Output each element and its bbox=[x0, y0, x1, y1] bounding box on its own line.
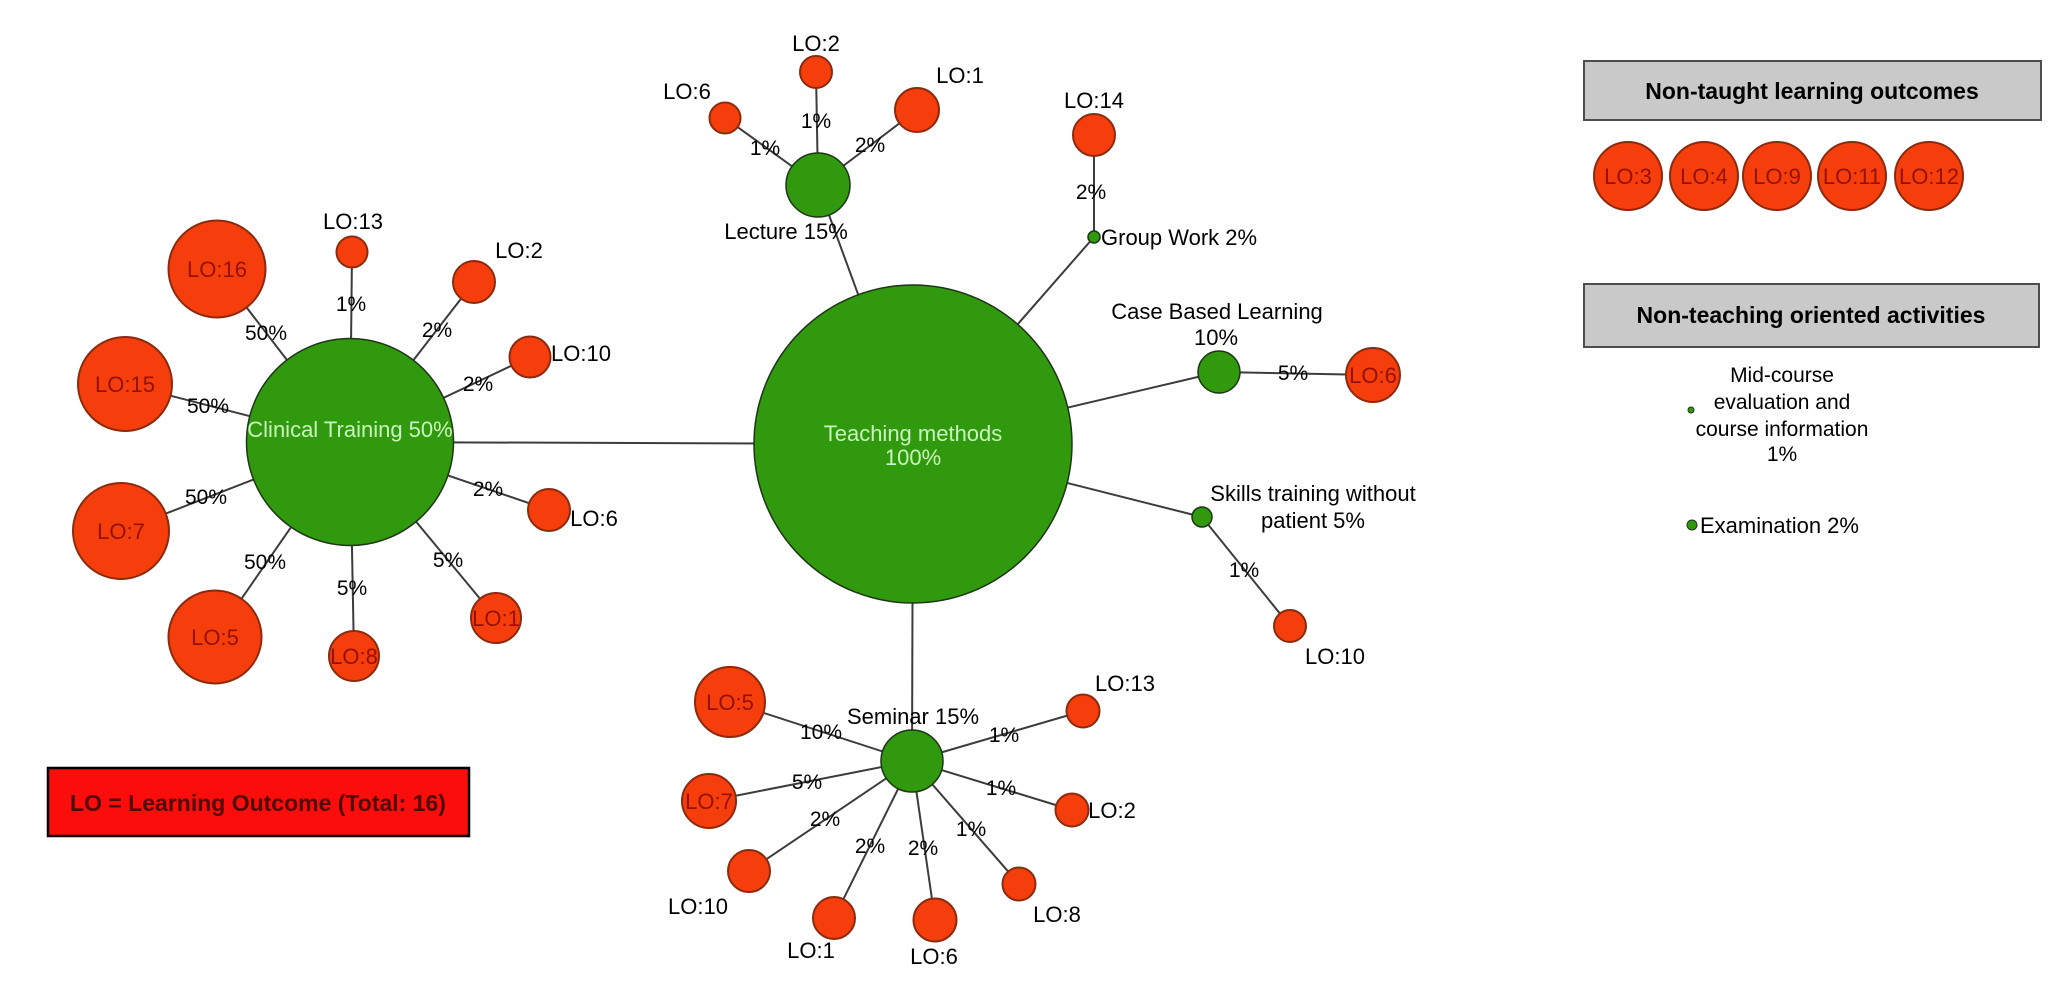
svg-text:1%: 1% bbox=[989, 724, 1019, 747]
svg-text:2%: 2% bbox=[422, 319, 452, 342]
svg-text:1%: 1% bbox=[1229, 559, 1259, 582]
svg-text:LO:6: LO:6 bbox=[1349, 363, 1397, 388]
svg-text:LO:5: LO:5 bbox=[706, 690, 754, 715]
svg-text:LO:2: LO:2 bbox=[495, 238, 543, 263]
svg-text:Examination 2%: Examination 2% bbox=[1700, 513, 1859, 538]
svg-text:1%: 1% bbox=[986, 777, 1016, 800]
svg-text:1%: 1% bbox=[750, 137, 780, 160]
svg-text:LO:2: LO:2 bbox=[1088, 798, 1136, 823]
svg-text:LO:6: LO:6 bbox=[663, 79, 711, 104]
svg-text:100%: 100% bbox=[885, 445, 941, 470]
svg-text:LO:13: LO:13 bbox=[1095, 671, 1155, 696]
svg-text:LO:5: LO:5 bbox=[191, 625, 239, 650]
svg-text:LO:1: LO:1 bbox=[787, 938, 835, 963]
svg-text:5%: 5% bbox=[1278, 362, 1308, 385]
svg-text:LO:8: LO:8 bbox=[330, 644, 378, 669]
svg-text:LO:6: LO:6 bbox=[910, 944, 958, 969]
svg-text:LO:9: LO:9 bbox=[1753, 164, 1801, 189]
svg-text:50%: 50% bbox=[244, 551, 286, 574]
svg-text:LO:1: LO:1 bbox=[936, 63, 984, 88]
svg-text:LO:11: LO:11 bbox=[1823, 164, 1881, 189]
svg-text:Clinical Training 50%: Clinical Training 50% bbox=[247, 417, 452, 442]
svg-text:LO:7: LO:7 bbox=[685, 789, 733, 814]
svg-text:Seminar 15%: Seminar 15% bbox=[847, 704, 979, 729]
svg-text:Skills training without: Skills training without bbox=[1210, 481, 1415, 506]
svg-text:LO:6: LO:6 bbox=[570, 506, 618, 531]
svg-text:1%: 1% bbox=[1767, 443, 1797, 466]
svg-text:Case Based Learning: Case Based Learning bbox=[1111, 299, 1323, 324]
svg-text:5%: 5% bbox=[792, 771, 822, 794]
svg-text:LO = Learning Outcome (Total:: LO = Learning Outcome (Total: 16) bbox=[70, 790, 446, 816]
svg-text:1%: 1% bbox=[956, 818, 986, 841]
svg-text:10%: 10% bbox=[1194, 325, 1238, 350]
svg-text:LO:13: LO:13 bbox=[323, 209, 383, 234]
svg-text:Teaching methods: Teaching methods bbox=[824, 421, 1003, 446]
svg-text:5%: 5% bbox=[433, 549, 463, 572]
svg-text:50%: 50% bbox=[185, 486, 227, 509]
svg-text:2%: 2% bbox=[908, 837, 938, 860]
svg-text:LO:12: LO:12 bbox=[1899, 164, 1959, 189]
svg-text:2%: 2% bbox=[1076, 181, 1106, 204]
svg-text:LO:14: LO:14 bbox=[1064, 88, 1124, 113]
svg-text:LO:10: LO:10 bbox=[668, 894, 728, 919]
svg-text:LO:10: LO:10 bbox=[1305, 644, 1365, 669]
svg-text:evaluation and: evaluation and bbox=[1714, 391, 1851, 414]
svg-text:Lecture 15%: Lecture 15% bbox=[724, 219, 848, 244]
svg-text:LO:4: LO:4 bbox=[1680, 164, 1728, 189]
svg-text:5%: 5% bbox=[337, 577, 367, 600]
svg-text:LO:7: LO:7 bbox=[97, 519, 145, 544]
svg-text:Group Work 2%: Group Work 2% bbox=[1101, 225, 1257, 250]
svg-text:2%: 2% bbox=[810, 808, 840, 831]
svg-text:LO:10: LO:10 bbox=[551, 341, 611, 366]
svg-text:LO:1: LO:1 bbox=[472, 606, 520, 631]
svg-text:course information: course information bbox=[1696, 418, 1869, 441]
svg-text:2%: 2% bbox=[855, 134, 885, 157]
svg-text:LO:15: LO:15 bbox=[95, 372, 155, 397]
svg-text:patient 5%: patient 5% bbox=[1261, 508, 1365, 533]
svg-text:50%: 50% bbox=[187, 395, 229, 418]
svg-text:2%: 2% bbox=[463, 373, 493, 396]
svg-text:Non-teaching oriented activiti: Non-teaching oriented activities bbox=[1637, 302, 1986, 328]
svg-text:Non-taught learning outcomes: Non-taught learning outcomes bbox=[1645, 78, 1979, 104]
svg-text:LO:2: LO:2 bbox=[792, 31, 840, 56]
svg-text:2%: 2% bbox=[855, 835, 885, 858]
svg-text:10%: 10% bbox=[800, 721, 842, 744]
svg-text:LO:16: LO:16 bbox=[187, 257, 247, 282]
svg-text:1%: 1% bbox=[336, 293, 366, 316]
svg-text:Mid-course: Mid-course bbox=[1730, 364, 1834, 387]
svg-text:1%: 1% bbox=[801, 110, 831, 133]
svg-text:LO:3: LO:3 bbox=[1604, 164, 1652, 189]
svg-text:LO:8: LO:8 bbox=[1033, 902, 1081, 927]
svg-text:50%: 50% bbox=[245, 322, 287, 345]
svg-text:2%: 2% bbox=[473, 478, 503, 501]
